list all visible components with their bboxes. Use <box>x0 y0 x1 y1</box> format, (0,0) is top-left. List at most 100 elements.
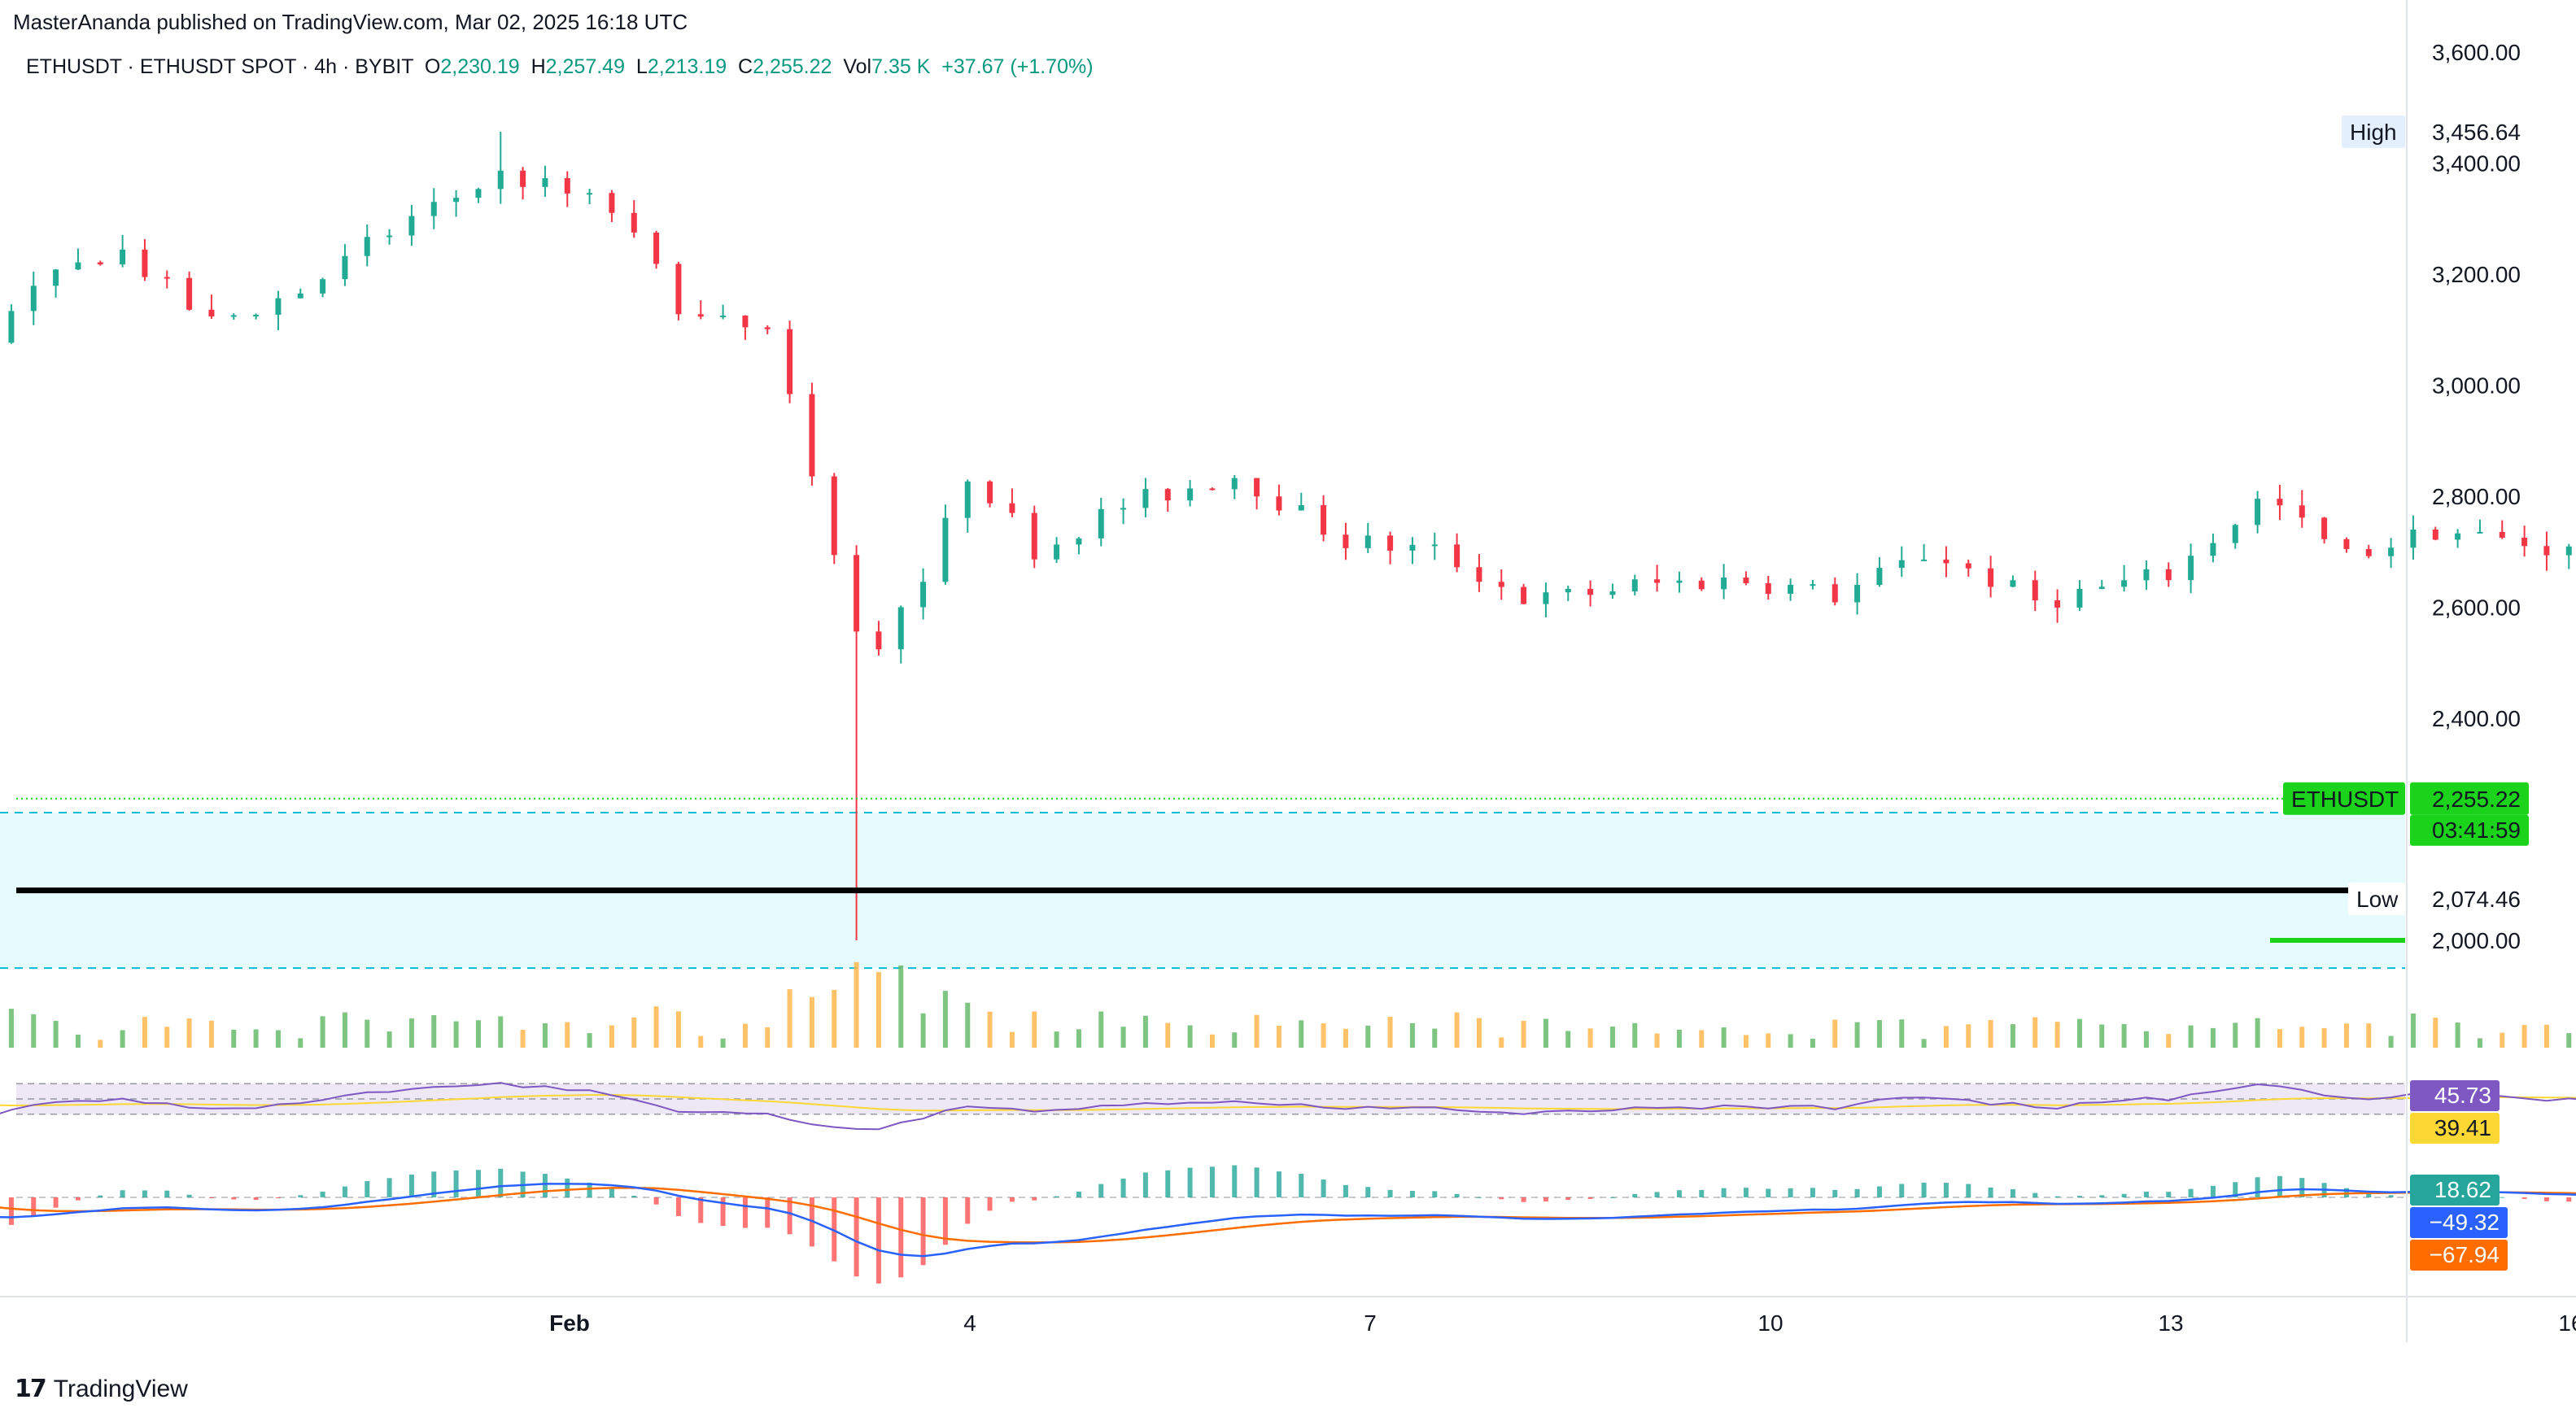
candle <box>1810 579 1816 590</box>
volume-value: 7.35 K <box>871 55 931 78</box>
candle <box>2432 526 2438 541</box>
open-label: O <box>424 55 441 78</box>
candle <box>1476 554 1482 592</box>
volume-bar <box>2032 1017 2038 1048</box>
price-axis[interactable]: 3,600.00 3,400.00 3,200.00 3,000.00 2,800.00… <box>0 0 2576 1342</box>
candle <box>542 165 548 197</box>
candle <box>609 190 615 223</box>
candle-body <box>1498 582 1504 587</box>
macd-histogram-bar <box>2143 1192 2149 1197</box>
candle <box>1076 537 1082 555</box>
candle <box>2255 490 2261 534</box>
time-tick-label: 7 <box>1364 1310 1377 1336</box>
candle <box>1409 537 1416 565</box>
candle-body <box>987 481 993 504</box>
volume-bar <box>1543 1018 1548 1048</box>
candle <box>2455 529 2461 548</box>
candle <box>1054 537 1060 564</box>
price-labels: High 3,456.64 ETHUSDT 2,255.22 03:41:59 Low 2,… <box>2283 115 2529 1271</box>
macd-histogram-bar <box>2543 1197 2549 1201</box>
price-tick-label: 2,400.00 <box>2432 706 2521 731</box>
macd-histogram-bar <box>1788 1188 1793 1197</box>
candle-body <box>1209 488 1216 490</box>
macd-line <box>0 1183 2576 1258</box>
volume-bar <box>1232 1032 1238 1048</box>
symbol-title[interactable]: ETHUSDT · ETHUSDT SPOT · 4h · BYBIT <box>26 55 414 78</box>
macd-histogram-bar <box>408 1174 414 1197</box>
candle-body <box>1321 505 1327 535</box>
macd-histogram-bar <box>1343 1184 1348 1197</box>
volume-bar <box>1098 1011 1104 1048</box>
countdown-tag: 03:41:59 <box>2410 814 2529 846</box>
candle-body <box>1521 586 1527 604</box>
candle-body <box>275 298 282 315</box>
volume-bar <box>765 1027 771 1048</box>
candle <box>1676 571 1683 593</box>
candle-body <box>1387 535 1394 551</box>
macd-histogram-bar <box>2166 1192 2172 1197</box>
volume-bar <box>2343 1023 2349 1048</box>
candle <box>787 320 793 403</box>
candle-body <box>230 315 237 317</box>
rsi-ma-value-tag-bg <box>2410 1113 2500 1144</box>
time-axis[interactable]: 212427Feb47101316192225Mar471013 <box>0 1310 2576 1336</box>
candle-body <box>2499 531 2505 538</box>
macd-histogram-bar <box>2121 1193 2127 1197</box>
tradingview-brand[interactable]: 𝟭𝟳 TradingView <box>15 1375 188 1403</box>
macd-histogram-bar <box>1299 1174 1304 1197</box>
candle-body <box>1788 584 1794 594</box>
volume-bar <box>2299 1027 2305 1048</box>
brand-name: TradingView <box>53 1375 188 1402</box>
volume-bar <box>675 1011 681 1048</box>
volume-label: Vol <box>843 55 872 78</box>
candle <box>1876 557 1883 587</box>
symbol-price-tag: ETHUSDT <box>2283 782 2405 815</box>
candle-body <box>787 329 793 395</box>
close-value: 2,255.22 <box>753 55 832 78</box>
candle-body <box>2232 525 2238 543</box>
macd-histogram-bar <box>1654 1192 1660 1197</box>
volume-bar <box>1076 1029 1081 1048</box>
volume-bar <box>1699 1030 1705 1048</box>
symbol-legend: ETHUSDT · ETHUSDT SPOT · 4h · BYBIT O 2,2… <box>26 55 1094 79</box>
macd-histogram-bar <box>98 1195 103 1197</box>
candle-body <box>1454 544 1460 568</box>
macd-histogram-bar <box>1743 1188 1749 1197</box>
candle-body <box>75 262 81 270</box>
candle <box>1721 564 1727 600</box>
macd-histogram-bar <box>365 1180 370 1197</box>
candle-body <box>386 235 393 238</box>
volume-bar <box>1276 1026 1281 1048</box>
macd-histogram-bar <box>1854 1188 1860 1197</box>
macd-histogram-bar <box>2032 1192 2038 1197</box>
candle-body <box>2032 580 2038 600</box>
macd-histogram-bar <box>2366 1192 2372 1197</box>
candle <box>1943 546 1949 578</box>
candle <box>697 300 704 320</box>
macd-histogram-bar <box>1432 1191 1438 1197</box>
candle-body <box>2210 543 2216 556</box>
candle-body <box>1031 512 1037 560</box>
rsi-value-tag: 45.73 <box>2410 1080 2500 1111</box>
candle <box>497 131 504 204</box>
candle-body <box>2432 530 2438 540</box>
volume-bar <box>2121 1023 2127 1048</box>
candle-body <box>1743 577 1749 584</box>
candle-body <box>542 178 548 187</box>
candle-body <box>1054 544 1060 560</box>
candle <box>2210 533 2216 563</box>
volume-bar <box>787 989 792 1048</box>
macd-signal-line <box>0 1187 2576 1244</box>
volume-bar <box>1454 1012 1460 1048</box>
candle-body <box>2543 546 2550 556</box>
macd-pane <box>0 1165 2576 1284</box>
candle-body <box>2565 546 2572 556</box>
candle-body <box>2321 517 2328 539</box>
candle-body <box>164 277 170 279</box>
volume-bar <box>1209 1034 1215 1048</box>
candle-body <box>1543 592 1549 604</box>
candle-body <box>408 216 415 236</box>
volume-bar <box>1676 1029 1682 1048</box>
candle <box>164 270 170 289</box>
